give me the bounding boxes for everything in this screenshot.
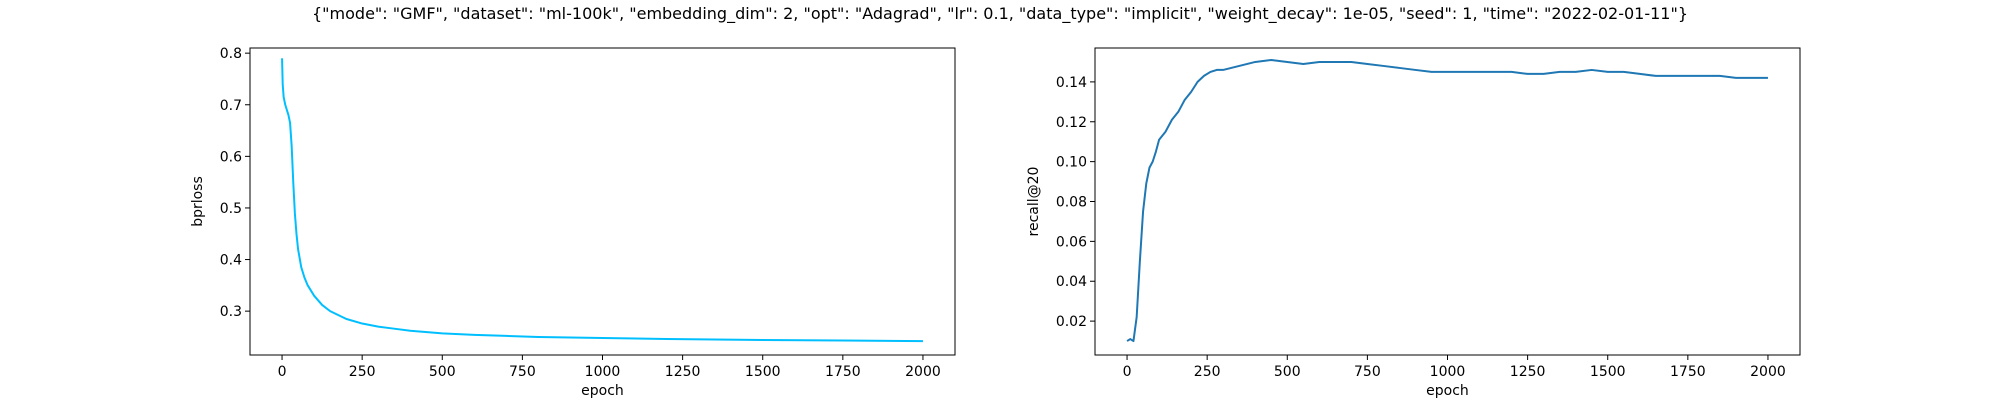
y-tick-label: 0.3 xyxy=(220,304,242,320)
x-tick-label: 1500 xyxy=(1590,364,1626,380)
series-line-0 xyxy=(281,58,923,343)
x-tick-label: 1000 xyxy=(1430,364,1466,380)
x-tick-label: 0 xyxy=(278,364,287,380)
y-tick-label: 0.08 xyxy=(1056,195,1087,211)
x-tick-label: 500 xyxy=(429,364,456,380)
axes-frame xyxy=(1094,47,1801,356)
x-tick-label: 1750 xyxy=(1670,364,1706,380)
x-tick-label: 750 xyxy=(1354,364,1381,380)
y-tick-label: 0.02 xyxy=(1056,314,1087,330)
x-tick-label: 1750 xyxy=(825,364,861,380)
x-tick-label: 1250 xyxy=(665,364,701,380)
x-tick-label: 500 xyxy=(1274,364,1301,380)
x-tick-label: 2000 xyxy=(905,364,941,380)
x-axis-label: epoch xyxy=(1426,383,1469,399)
y-tick-label: 0.7 xyxy=(220,98,242,114)
figure-title: {"mode": "GMF", "dataset": "ml-100k", "e… xyxy=(312,4,1688,23)
y-tick-label: 0.4 xyxy=(220,253,242,269)
y-tick-label: 0.14 xyxy=(1056,75,1087,91)
x-tick-label: 0 xyxy=(1123,364,1132,380)
loss-plot: 0 250 500 750 1000 1250 1500 1750 2000 0.3 0.4 0.5 0… xyxy=(190,46,956,399)
y-tick-label: 0.5 xyxy=(220,201,242,217)
y-tick-label: 0.04 xyxy=(1056,274,1087,290)
y-tick-label: 0.6 xyxy=(220,149,242,165)
recall-plot: 0 250 500 750 1000 1250 1500 1750 2000 0.02 0.04 0.… xyxy=(1026,47,1801,399)
x-tick-label: 1500 xyxy=(745,364,781,380)
y-tick-label: 0.8 xyxy=(220,46,242,62)
x-tick-label: 1250 xyxy=(1510,364,1546,380)
y-tick-label: 0.10 xyxy=(1056,155,1087,171)
y-axis-label: recall@20 xyxy=(1026,167,1042,237)
x-tick-label: 750 xyxy=(509,364,536,380)
axes-frame xyxy=(249,47,956,356)
x-tick-label: 250 xyxy=(349,364,376,380)
x-axis-label: epoch xyxy=(581,383,624,399)
x-tick-label: 2000 xyxy=(1750,364,1786,380)
y-tick-label: 0.12 xyxy=(1056,115,1087,131)
series-line-0 xyxy=(1126,58,1768,343)
x-tick-label: 250 xyxy=(1194,364,1221,380)
x-tick-label: 1000 xyxy=(585,364,621,380)
y-axis-label: bprloss xyxy=(190,176,206,227)
y-tick-label: 0.06 xyxy=(1056,234,1087,250)
